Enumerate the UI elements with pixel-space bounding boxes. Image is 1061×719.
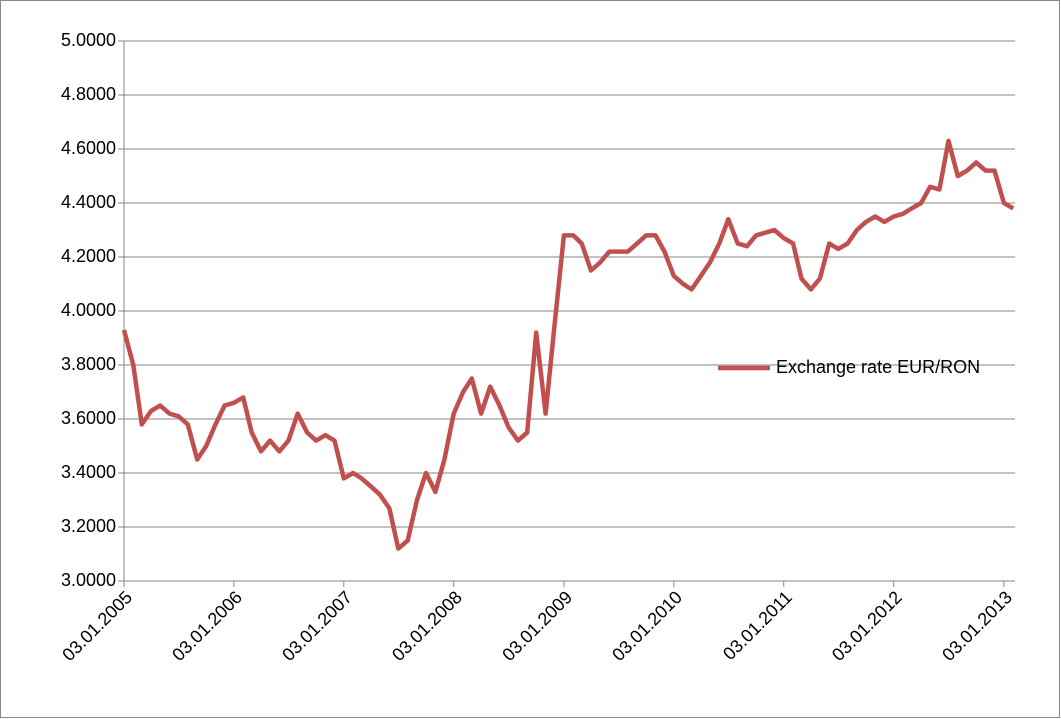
y-tick-label: 4.6000	[61, 138, 116, 158]
data-line	[121, 138, 1015, 551]
y-tick-label: 5.0000	[61, 30, 116, 50]
legend-label: Exchange rate EUR/RON	[776, 357, 980, 377]
y-tick-label: 3.0000	[61, 570, 116, 590]
y-tick-label: 3.4000	[61, 462, 116, 482]
y-tick-label: 3.8000	[61, 354, 116, 374]
y-tick-label: 3.2000	[61, 516, 116, 536]
y-tick-label: 4.2000	[61, 246, 116, 266]
y-tick-label: 3.6000	[61, 408, 116, 428]
y-tick-label: 4.4000	[61, 192, 116, 212]
y-tick-label: 4.8000	[61, 84, 116, 104]
y-tick-label: 4.0000	[61, 300, 116, 320]
